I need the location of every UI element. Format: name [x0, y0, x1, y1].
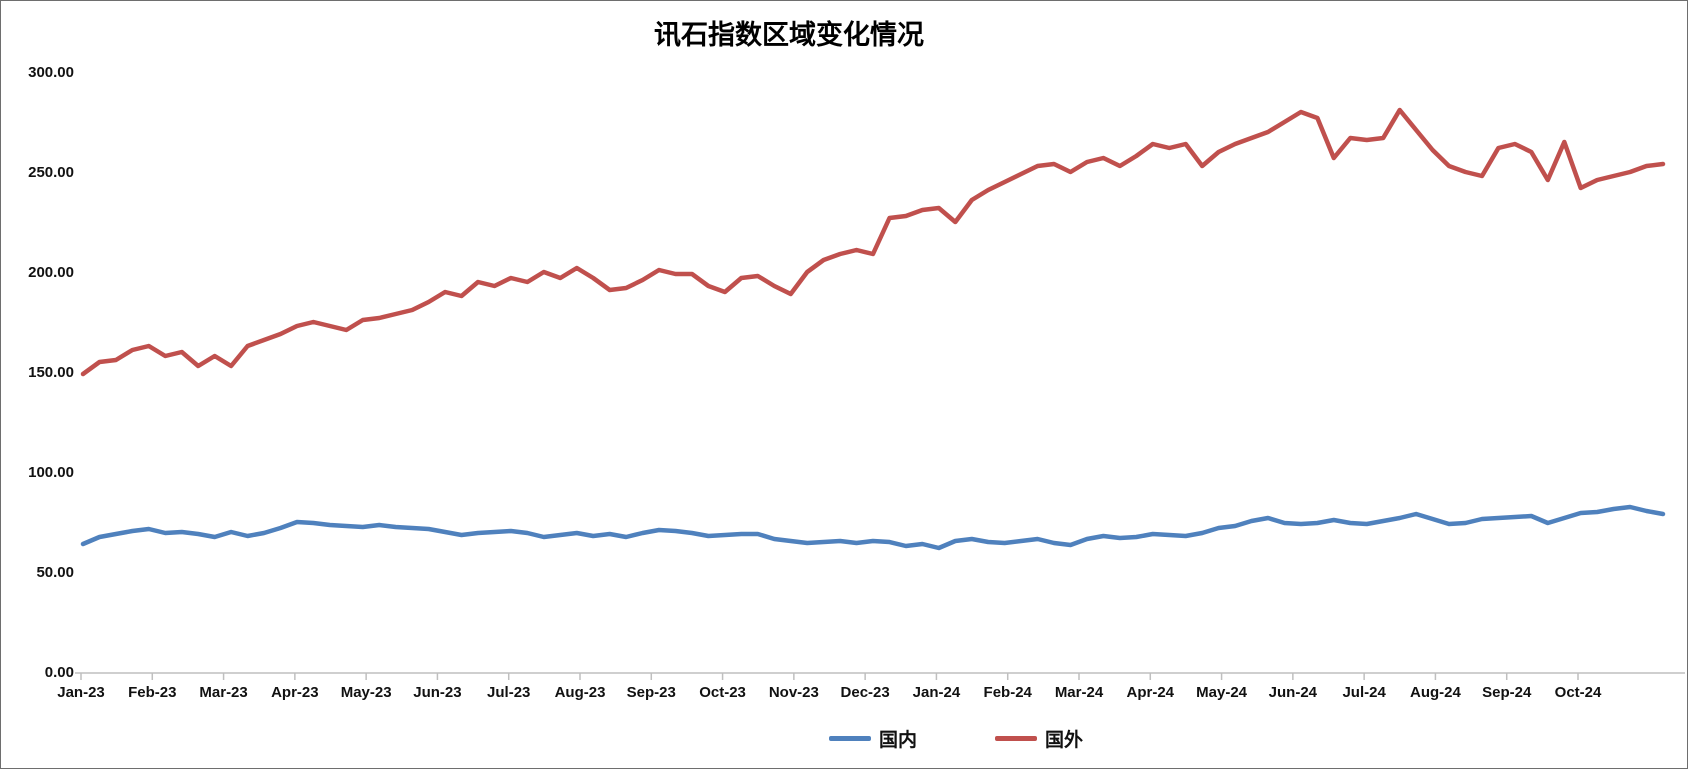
legend-item-domestic[interactable]: 国内 [829, 725, 917, 752]
chart-legend: 国内 国外 [829, 725, 1083, 752]
x-axis-tick-label: Aug-23 [555, 684, 606, 701]
legend-item-foreign[interactable]: 国外 [995, 725, 1083, 752]
legend-swatch-domestic-line [829, 736, 871, 741]
x-axis-tick-label: Oct-24 [1555, 684, 1602, 701]
legend-label-domestic: 国内 [879, 730, 918, 751]
y-axis-tick-label: 50.00 [36, 564, 74, 581]
x-axis-tick-label: Feb-24 [984, 684, 1033, 701]
x-axis-ticks [80, 673, 1579, 680]
y-axis-tick-label: 300.00 [28, 64, 74, 81]
x-axis-tick-label: Apr-23 [271, 684, 319, 701]
series-line-domestic [80, 504, 1666, 551]
x-axis-tick-label: Jun-23 [413, 684, 461, 701]
x-axis-tick-label: Apr-24 [1127, 684, 1175, 701]
x-axis-tick-label: Jul-23 [487, 684, 530, 701]
x-axis-tick-label: Jan-24 [913, 684, 961, 701]
x-axis-tick-label: Mar-23 [199, 684, 247, 701]
series-line-foreign [80, 107, 1666, 377]
x-axis-tick-label: Jan-23 [57, 684, 105, 701]
y-axis-tick-label: 150.00 [28, 364, 74, 381]
chart-title: 讯石指数区域变化情况 [654, 19, 924, 50]
x-axis-tick-label: Feb-23 [128, 684, 176, 701]
x-axis-tick-label: Mar-24 [1055, 684, 1104, 701]
series-lines [80, 107, 1666, 551]
x-axis-tick-label: Oct-23 [699, 684, 746, 701]
x-axis-tick-label: Sep-24 [1482, 684, 1532, 701]
x-axis-tick-label: Jun-24 [1269, 684, 1318, 701]
x-axis-tick-label: Nov-23 [769, 684, 819, 701]
x-axis-tick-label: Jul-24 [1342, 684, 1386, 701]
y-axis-tick-label: 0.00 [45, 664, 74, 681]
x-axis-tick-label: May-23 [341, 684, 392, 701]
y-axis-tick-label: 200.00 [28, 264, 74, 281]
y-axis-labels: 0.00 50.00 100.00 150.00 200.00 250.00 300.00 [28, 64, 74, 681]
x-axis-tick-label: Dec-23 [841, 684, 890, 701]
legend-label-foreign: 国外 [1045, 730, 1084, 751]
y-axis-tick-label: 250.00 [28, 164, 74, 181]
y-axis-tick-label: 100.00 [28, 464, 74, 481]
x-axis-tick-label: May-24 [1196, 684, 1248, 701]
x-axis-tick-label: Aug-24 [1410, 684, 1461, 701]
x-axis-tick-label: Sep-23 [627, 684, 676, 701]
x-axis-labels: Jan-23 Feb-23 Mar-23 Apr-23 May-23 Jun-23 Jul-… [57, 684, 1602, 701]
legend-swatch-foreign-line [995, 736, 1038, 741]
